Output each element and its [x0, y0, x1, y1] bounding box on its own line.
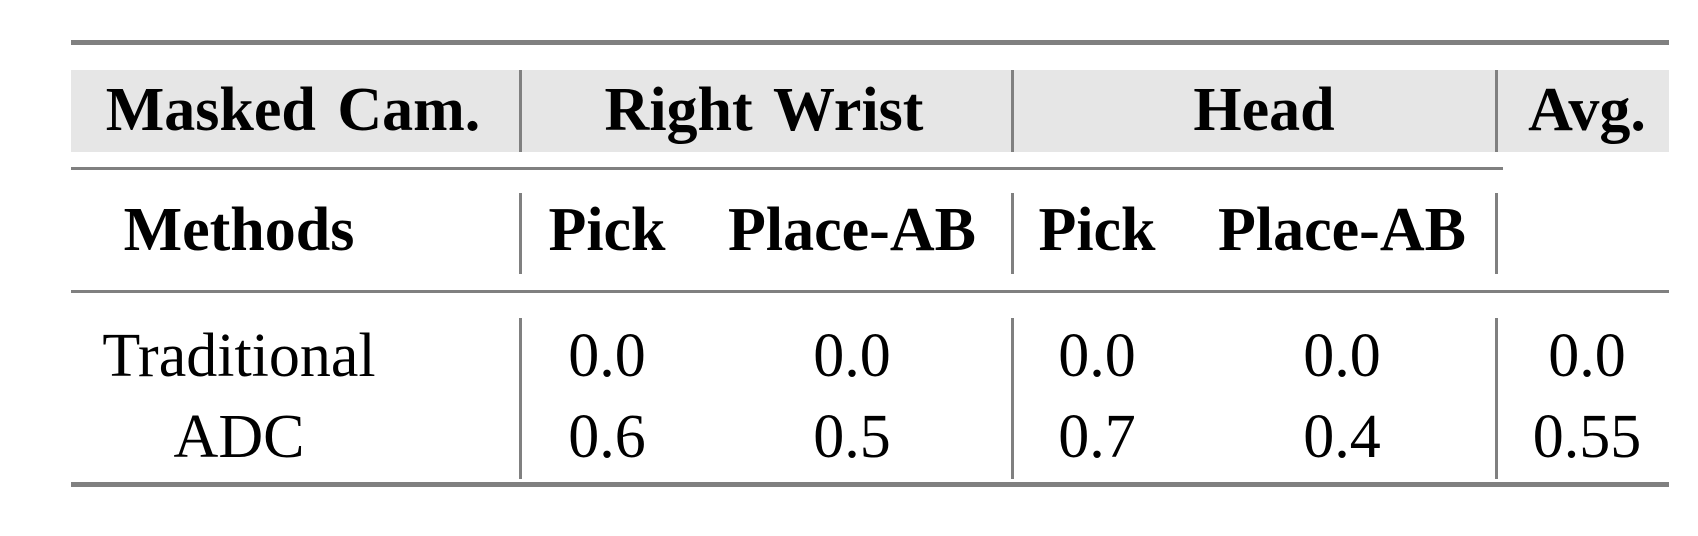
- header-pick: Pick: [548, 196, 666, 264]
- header-methods: Methods: [123, 196, 355, 264]
- separator: [519, 70, 522, 152]
- separator: [1011, 193, 1014, 274]
- value-cell: 0.5: [813, 403, 891, 471]
- header-place-ab: Place-AB: [1218, 196, 1466, 264]
- header-place-ab: Place-AB: [728, 196, 976, 264]
- separator: [1011, 318, 1014, 479]
- method-name: ADC: [173, 403, 305, 471]
- top-rule: [71, 40, 1669, 45]
- header-masked-cam: Masked Cam.: [105, 76, 481, 144]
- separator: [519, 318, 522, 479]
- header-head: Head: [1193, 76, 1335, 144]
- bottom-rule: [71, 482, 1669, 487]
- value-cell: 0.0: [1303, 322, 1381, 390]
- cmidrule: [71, 167, 1503, 170]
- separator: [1495, 318, 1498, 479]
- value-cell: 0.6: [568, 403, 646, 471]
- method-name: Traditional: [102, 322, 376, 390]
- separator: [519, 193, 522, 274]
- header-band: [71, 70, 1669, 152]
- header-right-wrist: Right Wrist: [604, 76, 924, 144]
- separator: [1011, 70, 1014, 152]
- value-cell: 0.0: [1058, 322, 1136, 390]
- value-cell: 0.7: [1058, 403, 1136, 471]
- header-pick: Pick: [1038, 196, 1156, 264]
- header-rule: [71, 290, 1669, 293]
- separator: [1495, 70, 1498, 152]
- header-avg: Avg.: [1528, 76, 1646, 144]
- value-cell: 0.55: [1532, 403, 1642, 471]
- value-cell: 0.4: [1303, 403, 1381, 471]
- value-cell: 0.0: [568, 322, 646, 390]
- separator: [1495, 193, 1498, 274]
- value-cell: 0.0: [813, 322, 891, 390]
- value-cell: 0.0: [1548, 322, 1626, 390]
